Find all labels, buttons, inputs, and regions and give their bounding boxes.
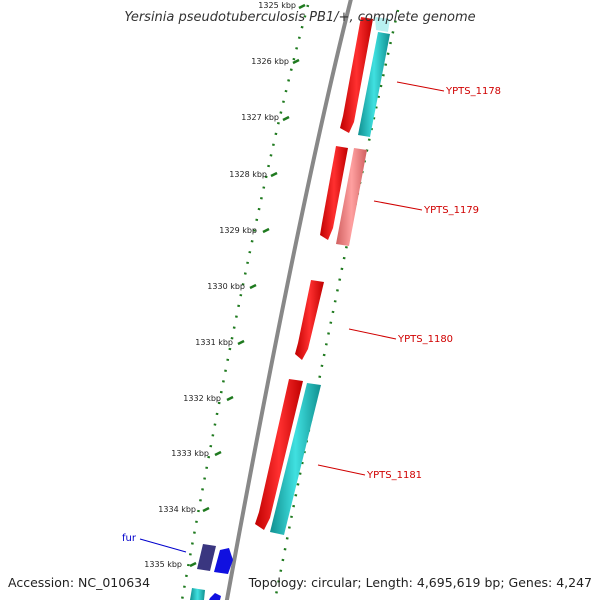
gene-YPTS_1178-strand-minus[interactable] [340,17,373,133]
gene-YPTS_1179-strand-plus[interactable] [336,148,367,246]
leader-fur [139,538,187,553]
tick-1330: 1330 kbp [207,282,257,291]
tick-label: 1330 kbp [207,282,245,291]
gene-label-fur[interactable]: fur [122,533,137,544]
leader-YPTS_1179 [373,200,423,211]
outer-dotted-ring [273,9,400,600]
tick-1329: 1329 kbp [219,226,270,235]
leader-YPTS_1181 [317,464,366,476]
tick-label: 1328 kbp [229,170,267,179]
gene-YPTS_1178-top-fade [375,17,390,32]
tick-label: 1335 kbp [144,560,182,569]
tick-1333: 1333 kbp [171,449,222,458]
gene-label-YPTS_1180[interactable]: YPTS_1180 [397,334,453,345]
tick-label: 1331 kbp [195,338,233,347]
tick-1326: 1326 kbp [251,57,300,66]
tick-label: 1334 kbp [158,505,196,514]
leader-YPTS_1180 [348,328,397,340]
tick-label: 1329 kbp [219,226,257,235]
tick-label: 1332 kbp [183,394,221,403]
gene-fur-navy[interactable] [197,544,216,571]
gene-label-YPTS_1181[interactable]: YPTS_1181 [366,470,422,481]
tick-label: 1333 kbp [171,449,209,458]
topology-label: Topology: circular; Length: 4,695,619 bp… [248,575,592,590]
leader-YPTS_1178 [396,81,445,92]
tick-label: 1327 kbp [241,113,279,122]
gene-label-YPTS_1179[interactable]: YPTS_1179 [423,205,479,216]
accession-label: Accession: NC_010634 [8,575,151,590]
gene-partial-blue[interactable] [209,593,221,600]
gene-label-YPTS_1178[interactable]: YPTS_1178 [445,86,501,97]
tick-1328: 1328 kbp [229,170,278,179]
gene-fur-blue[interactable] [214,548,233,574]
gene-YPTS_1181-strand-plus[interactable] [270,383,321,535]
gene-YPTS_1179-strand-minus[interactable] [320,146,348,240]
tick-1327: 1327 kbp [241,113,290,122]
tick-1331: 1331 kbp [195,338,245,347]
tick-1332: 1332 kbp [183,394,234,403]
tick-label: 1326 kbp [251,57,289,66]
tick-1325: 1325 kbp [258,1,306,10]
gene-partial-cyan[interactable] [190,588,205,600]
gene-YPTS_1181-strand-minus[interactable] [255,379,303,530]
tick-label: 1325 kbp [258,1,296,10]
inner-dotted-ring [180,4,310,600]
map-title: Yersinia pseudotuberculosis PB1/+, compl… [124,10,476,25]
tick-1334: 1334 kbp [158,505,210,514]
tick-1335: 1335 kbp [144,560,197,569]
genome-backbone [224,0,353,600]
gene-YPTS_1178-strand-plus[interactable] [358,32,390,137]
gene-YPTS_1180[interactable] [295,280,324,360]
